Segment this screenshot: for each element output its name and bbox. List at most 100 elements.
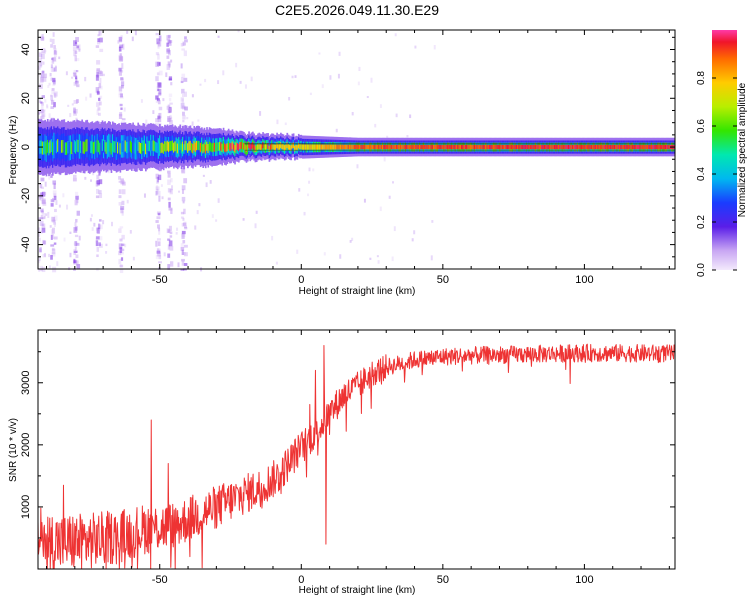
ridge-cell [197, 140, 199, 150]
noise-mark [167, 170, 170, 174]
x-tick-label: 0 [298, 274, 304, 286]
noise-mark [180, 102, 185, 109]
ridge-cell [234, 145, 236, 153]
ridge-cell [375, 144, 378, 150]
noise-mark [217, 80, 220, 85]
noise-mark [93, 222, 96, 227]
noise-mark [53, 91, 58, 97]
ridge-cell [52, 142, 54, 155]
spectrogram-x-label: Height of straight line (km) [299, 286, 416, 297]
ridge-cell [201, 142, 203, 152]
noise-mark [186, 116, 189, 120]
noise-mark [291, 75, 294, 79]
ridge-cell [245, 145, 248, 153]
ridge-cell [401, 144, 403, 150]
ridge-cell [596, 144, 598, 150]
ridge-cell [523, 144, 526, 150]
noise-mark [168, 63, 171, 68]
ridge-cell [286, 142, 289, 149]
noise-mark [191, 121, 194, 126]
noise-mark [118, 55, 123, 61]
noise-mark [50, 66, 55, 72]
ridge-cell [341, 144, 343, 150]
x-tick-label: 50 [437, 574, 449, 586]
ridge-cell [635, 144, 638, 150]
noise-mark [337, 73, 340, 79]
ridge-cell [397, 144, 399, 150]
ridge-cell [399, 144, 402, 150]
noise-mark [181, 230, 186, 235]
ridge-cell [155, 142, 157, 153]
ridge-cell [134, 143, 137, 155]
noise-mark [156, 72, 160, 76]
noise-mark [41, 95, 45, 99]
ridge-cell [66, 142, 68, 155]
snr-x-label: Height of straight line (km) [299, 585, 416, 596]
noise-mark [40, 109, 44, 114]
ridge-cell [244, 144, 247, 151]
ridge-cell [434, 144, 436, 150]
noise-mark [288, 96, 291, 101]
noise-mark [168, 93, 173, 98]
ridge-cell [320, 144, 323, 150]
ridge-cell [310, 144, 313, 150]
ridge-cell [282, 143, 285, 150]
noise-mark [73, 109, 76, 113]
noise-mark [158, 255, 162, 260]
noise-mark [166, 105, 170, 110]
ridge-cell [73, 139, 76, 153]
ridge-cell [607, 144, 610, 150]
noise-mark [73, 50, 77, 57]
noise-mark [122, 181, 126, 186]
ridge-cell [299, 143, 301, 150]
ridge-cell [573, 144, 575, 150]
noise-mark [329, 75, 332, 80]
ridge-cell [496, 144, 499, 150]
noise-mark [90, 179, 93, 182]
noise-mark [217, 35, 220, 38]
ridge-cell [631, 144, 634, 150]
noise-mark [41, 105, 44, 111]
noise-mark [42, 253, 47, 258]
noise-mark [49, 38, 52, 43]
noise-mark [97, 112, 101, 116]
noise-mark [120, 257, 123, 261]
noise-mark [126, 30, 129, 34]
ridge-cell [328, 144, 331, 150]
noise-mark [98, 101, 102, 106]
ridge-cell [53, 139, 55, 152]
ridge-cell [185, 140, 188, 151]
noise-mark [51, 252, 56, 257]
noise-mark [182, 119, 185, 123]
noise-mark [38, 217, 41, 221]
noise-mark [409, 114, 412, 119]
noise-mark [49, 72, 52, 77]
ridge-cell [267, 142, 269, 150]
noise-mark [73, 258, 76, 264]
ridge-cell [294, 145, 296, 152]
noise-mark [73, 242, 78, 246]
ridge-cell [180, 143, 183, 154]
x-tick-label: -50 [152, 574, 168, 586]
noise-mark [98, 179, 103, 185]
ridge-cell [509, 144, 512, 150]
ridge-cell [170, 141, 173, 151]
ridge-cell [620, 144, 622, 150]
noise-mark [54, 65, 57, 68]
ridge-cell [207, 144, 210, 154]
ridge-cell [622, 144, 625, 150]
noise-mark [118, 53, 122, 57]
noise-mark [41, 200, 46, 205]
noise-mark [48, 253, 51, 258]
noise-mark [39, 247, 42, 253]
ridge-cell [452, 144, 454, 150]
ridge-cell [541, 144, 543, 150]
ridge-cell [413, 144, 416, 150]
ridge-cell [504, 144, 506, 150]
noise-mark [182, 217, 185, 221]
ridge-cell [491, 144, 494, 150]
noise-mark [155, 220, 159, 223]
ridge-cell [613, 144, 616, 150]
noise-mark [119, 44, 124, 48]
